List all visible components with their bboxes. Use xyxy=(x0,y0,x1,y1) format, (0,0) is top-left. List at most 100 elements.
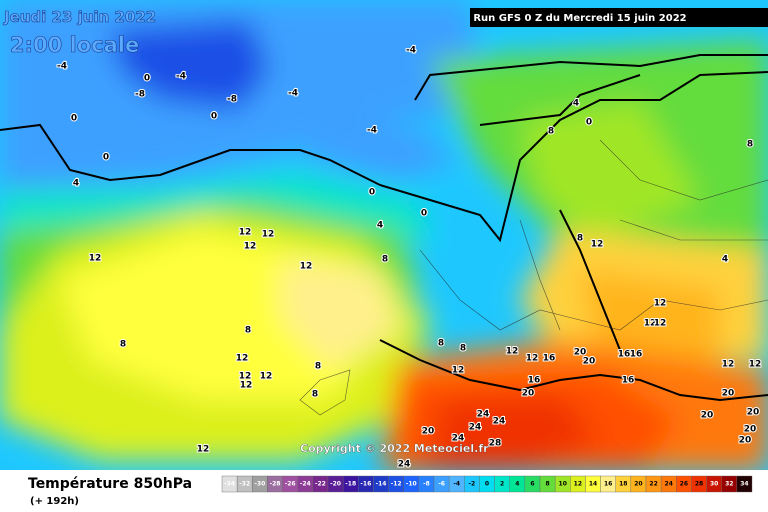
isotherm-label: 8 xyxy=(548,127,554,137)
isotherm-label: 20 xyxy=(739,436,752,446)
isotherm-label: 4 xyxy=(722,255,728,265)
isotherm-label: 12 xyxy=(89,254,102,264)
coastline xyxy=(414,54,768,101)
isotherm-label: 12 xyxy=(300,262,313,272)
isotherm-label: 20 xyxy=(722,389,735,399)
isotherm-label: -4 xyxy=(406,46,416,56)
isotherm-label: 0 xyxy=(103,153,109,163)
legend-tick-label: -24 xyxy=(300,481,311,488)
isotherm-label: 0 xyxy=(71,114,77,124)
coastline xyxy=(559,209,621,351)
legend-tick-label: -30 xyxy=(254,481,265,488)
legend-tick-label: 20 xyxy=(634,481,642,488)
date-label: Jeudi 23 juin 2022 xyxy=(3,8,156,26)
isotherm-label: 12 xyxy=(240,381,253,391)
isotherm-label: 12 xyxy=(262,230,275,240)
isotherm-label: 0 xyxy=(421,209,427,219)
isotherm-label: 12 xyxy=(654,299,667,309)
isotherm-label: 8 xyxy=(460,344,466,354)
isotherm-label: -8 xyxy=(135,90,145,100)
legend-tick-label: 32 xyxy=(725,481,733,488)
temperature-field xyxy=(0,0,768,470)
legend-tick-label: 30 xyxy=(710,481,718,488)
island xyxy=(299,369,351,416)
coastline xyxy=(0,71,768,243)
isotherm-label: 0 xyxy=(211,112,217,122)
legend-tick-label: 2 xyxy=(500,481,504,488)
isotherm-label: 12 xyxy=(506,347,519,357)
isotherm-label: 12 xyxy=(654,319,667,329)
isotherm-label: 20 xyxy=(574,348,587,358)
legend-tick-label: -12 xyxy=(391,481,402,488)
legend-tick-label: -8 xyxy=(423,481,430,488)
isotherm-label: -8 xyxy=(227,95,237,105)
legend-tick-label: 6 xyxy=(530,481,534,488)
border xyxy=(419,139,768,331)
isotherm-label: 0 xyxy=(144,74,150,84)
legend-tick-label: 10 xyxy=(559,481,567,488)
legend-tick-label: 0 xyxy=(485,481,489,488)
isotherm-label: 12 xyxy=(591,240,604,250)
legend-tick-label: 22 xyxy=(649,481,657,488)
isotherm-label: 12 xyxy=(244,242,257,252)
isotherm-label: -4 xyxy=(367,126,377,136)
legend-tick-label: -34 xyxy=(224,481,235,488)
isotherm-label: 20 xyxy=(744,425,757,435)
isotherm-label: 12 xyxy=(452,366,465,376)
legend-tick-label: 28 xyxy=(695,481,703,488)
coastline xyxy=(379,339,768,402)
isotherm-label: 16 xyxy=(528,376,541,386)
isotherm-label: 8 xyxy=(315,362,321,372)
run-label: Run GFS 0 Z du Mercredi 15 juin 2022 xyxy=(473,13,686,24)
run-box xyxy=(470,8,768,27)
legend-tick-label: 8 xyxy=(545,481,549,488)
legend-tick-label: -22 xyxy=(315,481,326,488)
isotherm-label: 12 xyxy=(749,360,762,370)
legend-tick-label: 16 xyxy=(604,481,612,488)
isotherm-label: 8 xyxy=(577,234,583,244)
legend-tick-label: -32 xyxy=(239,481,250,488)
isotherm-label: 24 xyxy=(452,434,465,444)
legend-tick-label: -26 xyxy=(285,481,296,488)
isotherm-label: 20 xyxy=(701,411,714,421)
legend-swatch xyxy=(736,475,753,493)
isotherm-label: 12 xyxy=(722,360,735,370)
isotherm-label: 24 xyxy=(469,423,482,433)
isotherm-label: 4 xyxy=(377,221,383,231)
legend-tick-label: -6 xyxy=(438,481,445,488)
isotherm-label: 24 xyxy=(493,417,506,427)
isotherm-label: 0 xyxy=(369,188,375,198)
color-legend: -34 -32 -30 -28 -26 -24 -22 -20 -18 -16 -14 -12 -10-… xyxy=(221,475,753,493)
isotherm-label: 28 xyxy=(489,439,502,449)
isotherm-label: 20 xyxy=(422,427,435,437)
isotherm-label: 12 xyxy=(239,372,252,382)
legend-tick-label: 24 xyxy=(665,481,673,488)
isotherm-label: 12 xyxy=(239,228,252,238)
copyright: Copyright © 2022 Meteociel.fr xyxy=(300,442,489,455)
legend-tick-label: 26 xyxy=(680,481,688,488)
isotherm-label: 12 xyxy=(644,319,657,329)
isotherm-label: 20 xyxy=(583,357,596,367)
legend-tick-label: 18 xyxy=(619,481,627,488)
isotherm-label: 24 xyxy=(477,410,490,420)
isotherm-label: 20 xyxy=(747,408,760,418)
isotherm-label: 8 xyxy=(438,339,444,349)
legend-tick-label: 34 xyxy=(740,481,748,488)
legend-tick-label: -16 xyxy=(360,481,371,488)
isotherm-label: 12 xyxy=(197,445,210,455)
isotherm-label: 16 xyxy=(543,354,556,364)
isotherm-label: 4 xyxy=(573,99,579,109)
isotherm-label: -4 xyxy=(288,89,298,99)
footer-subtitle: (+ 192h) xyxy=(30,496,79,507)
time-label: 2:00 locale xyxy=(10,33,139,57)
isotherm-label: 8 xyxy=(245,326,251,336)
footer-title: Température 850hPa xyxy=(28,476,192,492)
legend-tick-label: 14 xyxy=(589,481,597,488)
legend-tick-label: -18 xyxy=(345,481,356,488)
coastline xyxy=(479,74,641,126)
legend-tick-label: -4 xyxy=(453,481,460,488)
isotherm-label: 16 xyxy=(618,350,631,360)
